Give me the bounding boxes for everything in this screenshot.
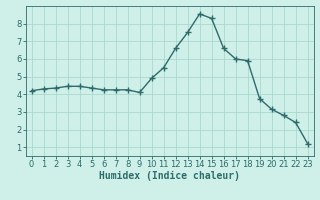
X-axis label: Humidex (Indice chaleur): Humidex (Indice chaleur) xyxy=(99,171,240,181)
